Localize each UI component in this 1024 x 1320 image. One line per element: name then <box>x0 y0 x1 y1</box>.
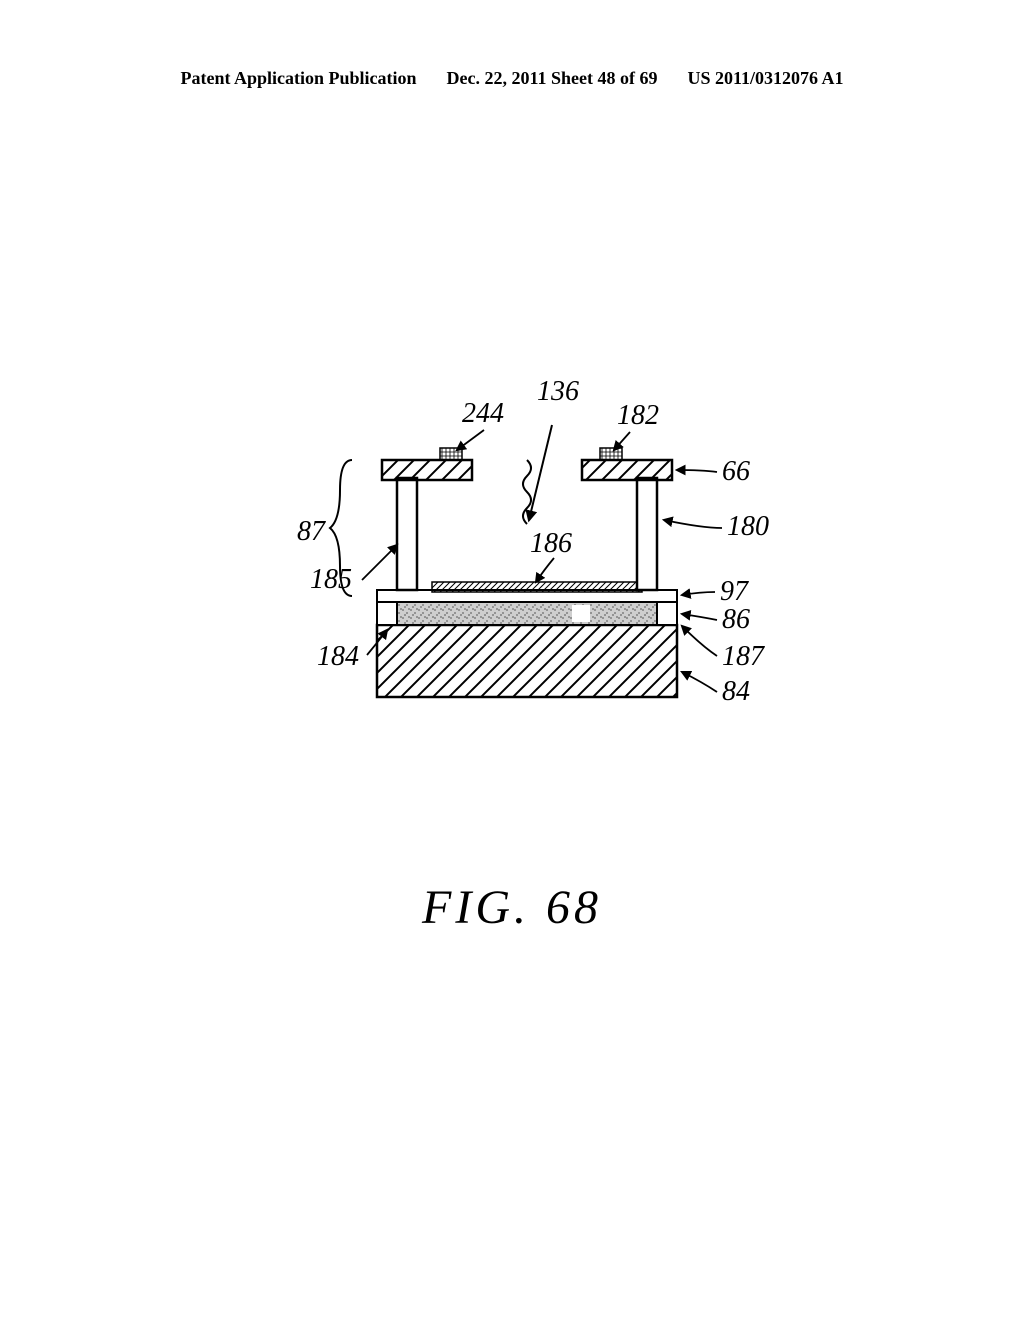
ref-87: 87 <box>297 516 326 547</box>
ref-84: 84 <box>722 676 750 707</box>
figure-68: 136 244 182 66 180 97 86 187 84 87 185 1… <box>0 320 1024 840</box>
header-left: Patent Application Publication <box>180 68 416 89</box>
ref-86: 86 <box>722 604 750 635</box>
ref-244: 244 <box>462 398 504 429</box>
page-header: Patent Application Publication Dec. 22, … <box>0 68 1024 89</box>
ref-186: 186 <box>530 528 572 559</box>
ref-185: 185 <box>310 564 352 595</box>
header-center: Dec. 22, 2011 Sheet 48 of 69 <box>447 68 658 89</box>
ref-187: 187 <box>722 641 765 672</box>
figure-svg: 136 244 182 66 180 97 86 187 84 87 185 1… <box>202 320 822 740</box>
ref-97: 97 <box>720 576 749 607</box>
ref-136: 136 <box>537 376 579 407</box>
header-right: US 2011/0312076 A1 <box>687 68 843 89</box>
ref-182: 182 <box>617 400 659 431</box>
figure-caption: FIG. 68 <box>0 880 1024 935</box>
ref-184: 184 <box>317 641 359 672</box>
ref-66: 66 <box>722 456 750 487</box>
ref-180: 180 <box>727 511 769 542</box>
